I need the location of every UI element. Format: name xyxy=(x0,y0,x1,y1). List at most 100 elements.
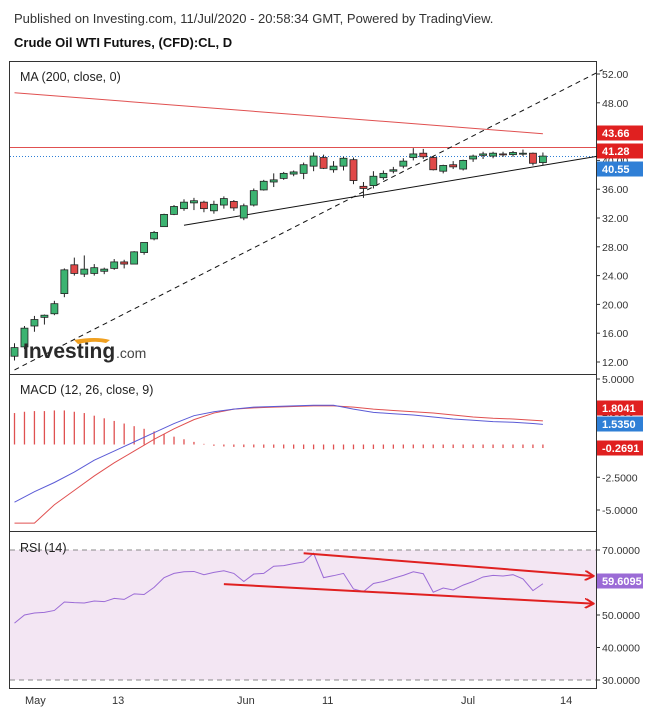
candle-body xyxy=(479,153,487,156)
macd-y-tick: 5.0000 xyxy=(602,374,634,386)
candle xyxy=(369,171,378,189)
candle-body xyxy=(539,155,547,163)
candle-body xyxy=(359,185,368,189)
candle xyxy=(429,156,438,171)
price-y-tick: 36.00 xyxy=(602,184,628,196)
ma-value-badge: 43.66 xyxy=(597,125,643,141)
candle-body xyxy=(60,269,69,294)
candle xyxy=(509,151,517,157)
candle-body xyxy=(10,347,19,357)
candle-body xyxy=(180,201,188,210)
price-y-tick: 24.00 xyxy=(602,271,628,283)
ma200-line xyxy=(14,92,543,135)
histogram-value-badge-label: -0.2691 xyxy=(602,443,639,455)
candle xyxy=(329,161,338,173)
candle-body xyxy=(439,165,448,172)
solid-support-line xyxy=(183,154,603,226)
price-y-tick: 20.00 xyxy=(602,299,628,311)
candle xyxy=(299,162,308,180)
candle-body xyxy=(319,157,328,169)
candle-body xyxy=(429,157,438,171)
candle-body xyxy=(449,164,458,168)
candle xyxy=(319,154,328,170)
macd-value-badge: 1.5350 xyxy=(597,416,643,432)
macd-value-badge-bg xyxy=(597,416,643,432)
candle xyxy=(70,257,79,276)
candle-body xyxy=(499,153,507,156)
signal-value-badge-label: 1.8041 xyxy=(602,403,636,415)
candle xyxy=(269,173,278,188)
candle-body xyxy=(299,164,308,174)
candle xyxy=(419,148,428,159)
candle-body xyxy=(469,155,478,160)
candle-body xyxy=(349,159,358,181)
candle xyxy=(209,200,218,214)
candle-body xyxy=(379,172,388,179)
signal-value-badge-bg xyxy=(597,400,643,416)
candle-body xyxy=(110,261,119,269)
x-tick-jul: Jul xyxy=(461,695,475,707)
resistance-value-badge-bg xyxy=(597,143,643,159)
logo-word: Investing xyxy=(23,340,115,363)
candle-body xyxy=(279,172,288,179)
candle-body xyxy=(259,180,268,191)
candle-body xyxy=(289,171,298,175)
candle xyxy=(499,151,507,157)
macd-line xyxy=(14,404,543,503)
candle xyxy=(339,156,348,171)
candle xyxy=(100,267,109,275)
x-tick-11: 11 xyxy=(322,695,333,707)
candle-body xyxy=(40,314,49,318)
candle xyxy=(200,200,208,213)
candle-body xyxy=(120,261,129,265)
dashed-uptrend-line xyxy=(14,69,603,371)
last-price-badge-label: 40.55 xyxy=(602,164,630,176)
candle-body xyxy=(70,264,79,274)
candle xyxy=(150,230,158,241)
macd-pane-frame xyxy=(9,374,597,532)
rsi-y-tick: 30.0000 xyxy=(602,675,640,687)
candle xyxy=(180,199,188,211)
candle xyxy=(379,170,388,180)
candle xyxy=(140,242,149,255)
x-tick-may: May xyxy=(25,695,46,707)
rsi-band-fill xyxy=(10,550,596,680)
candle-body xyxy=(529,152,537,164)
candle-body xyxy=(130,251,139,265)
candle-body xyxy=(160,213,168,228)
candle-body xyxy=(489,152,497,157)
rsi-y-tick: 70.0000 xyxy=(602,545,640,557)
resistance-value-badge-label: 41.28 xyxy=(602,146,630,158)
candle xyxy=(219,196,228,209)
candle xyxy=(50,300,59,316)
candle-body xyxy=(200,201,208,210)
price-y-tick: 52.00 xyxy=(602,69,628,81)
candle-body xyxy=(170,206,178,215)
histogram-value-badge: -0.2691 xyxy=(597,440,643,456)
price-pane-title: MA (200, close, 0) xyxy=(20,70,121,84)
candle xyxy=(60,268,69,298)
candle-body xyxy=(309,155,318,167)
candle-body xyxy=(30,319,39,327)
candle xyxy=(239,203,248,221)
candle-body xyxy=(239,205,248,219)
candle-body xyxy=(249,190,258,206)
price-y-tick: 16.00 xyxy=(602,328,628,340)
candle-body xyxy=(339,157,348,167)
candle-body xyxy=(399,160,408,167)
candle-body xyxy=(419,152,428,158)
candle xyxy=(160,213,168,228)
candle xyxy=(529,152,537,166)
candle xyxy=(479,151,487,159)
rsi-value-badge-label: 59.6095 xyxy=(602,576,642,588)
rsi-value-badge-bg xyxy=(597,573,643,589)
candle-body xyxy=(329,165,338,171)
histogram-value-badge-bg xyxy=(597,440,643,456)
price-y-tick: 32.00 xyxy=(602,213,628,225)
candle-body xyxy=(90,267,99,274)
candle-body xyxy=(389,169,398,172)
price-y-tick: 28.00 xyxy=(602,242,628,254)
candle xyxy=(399,158,408,169)
candle xyxy=(190,197,198,211)
